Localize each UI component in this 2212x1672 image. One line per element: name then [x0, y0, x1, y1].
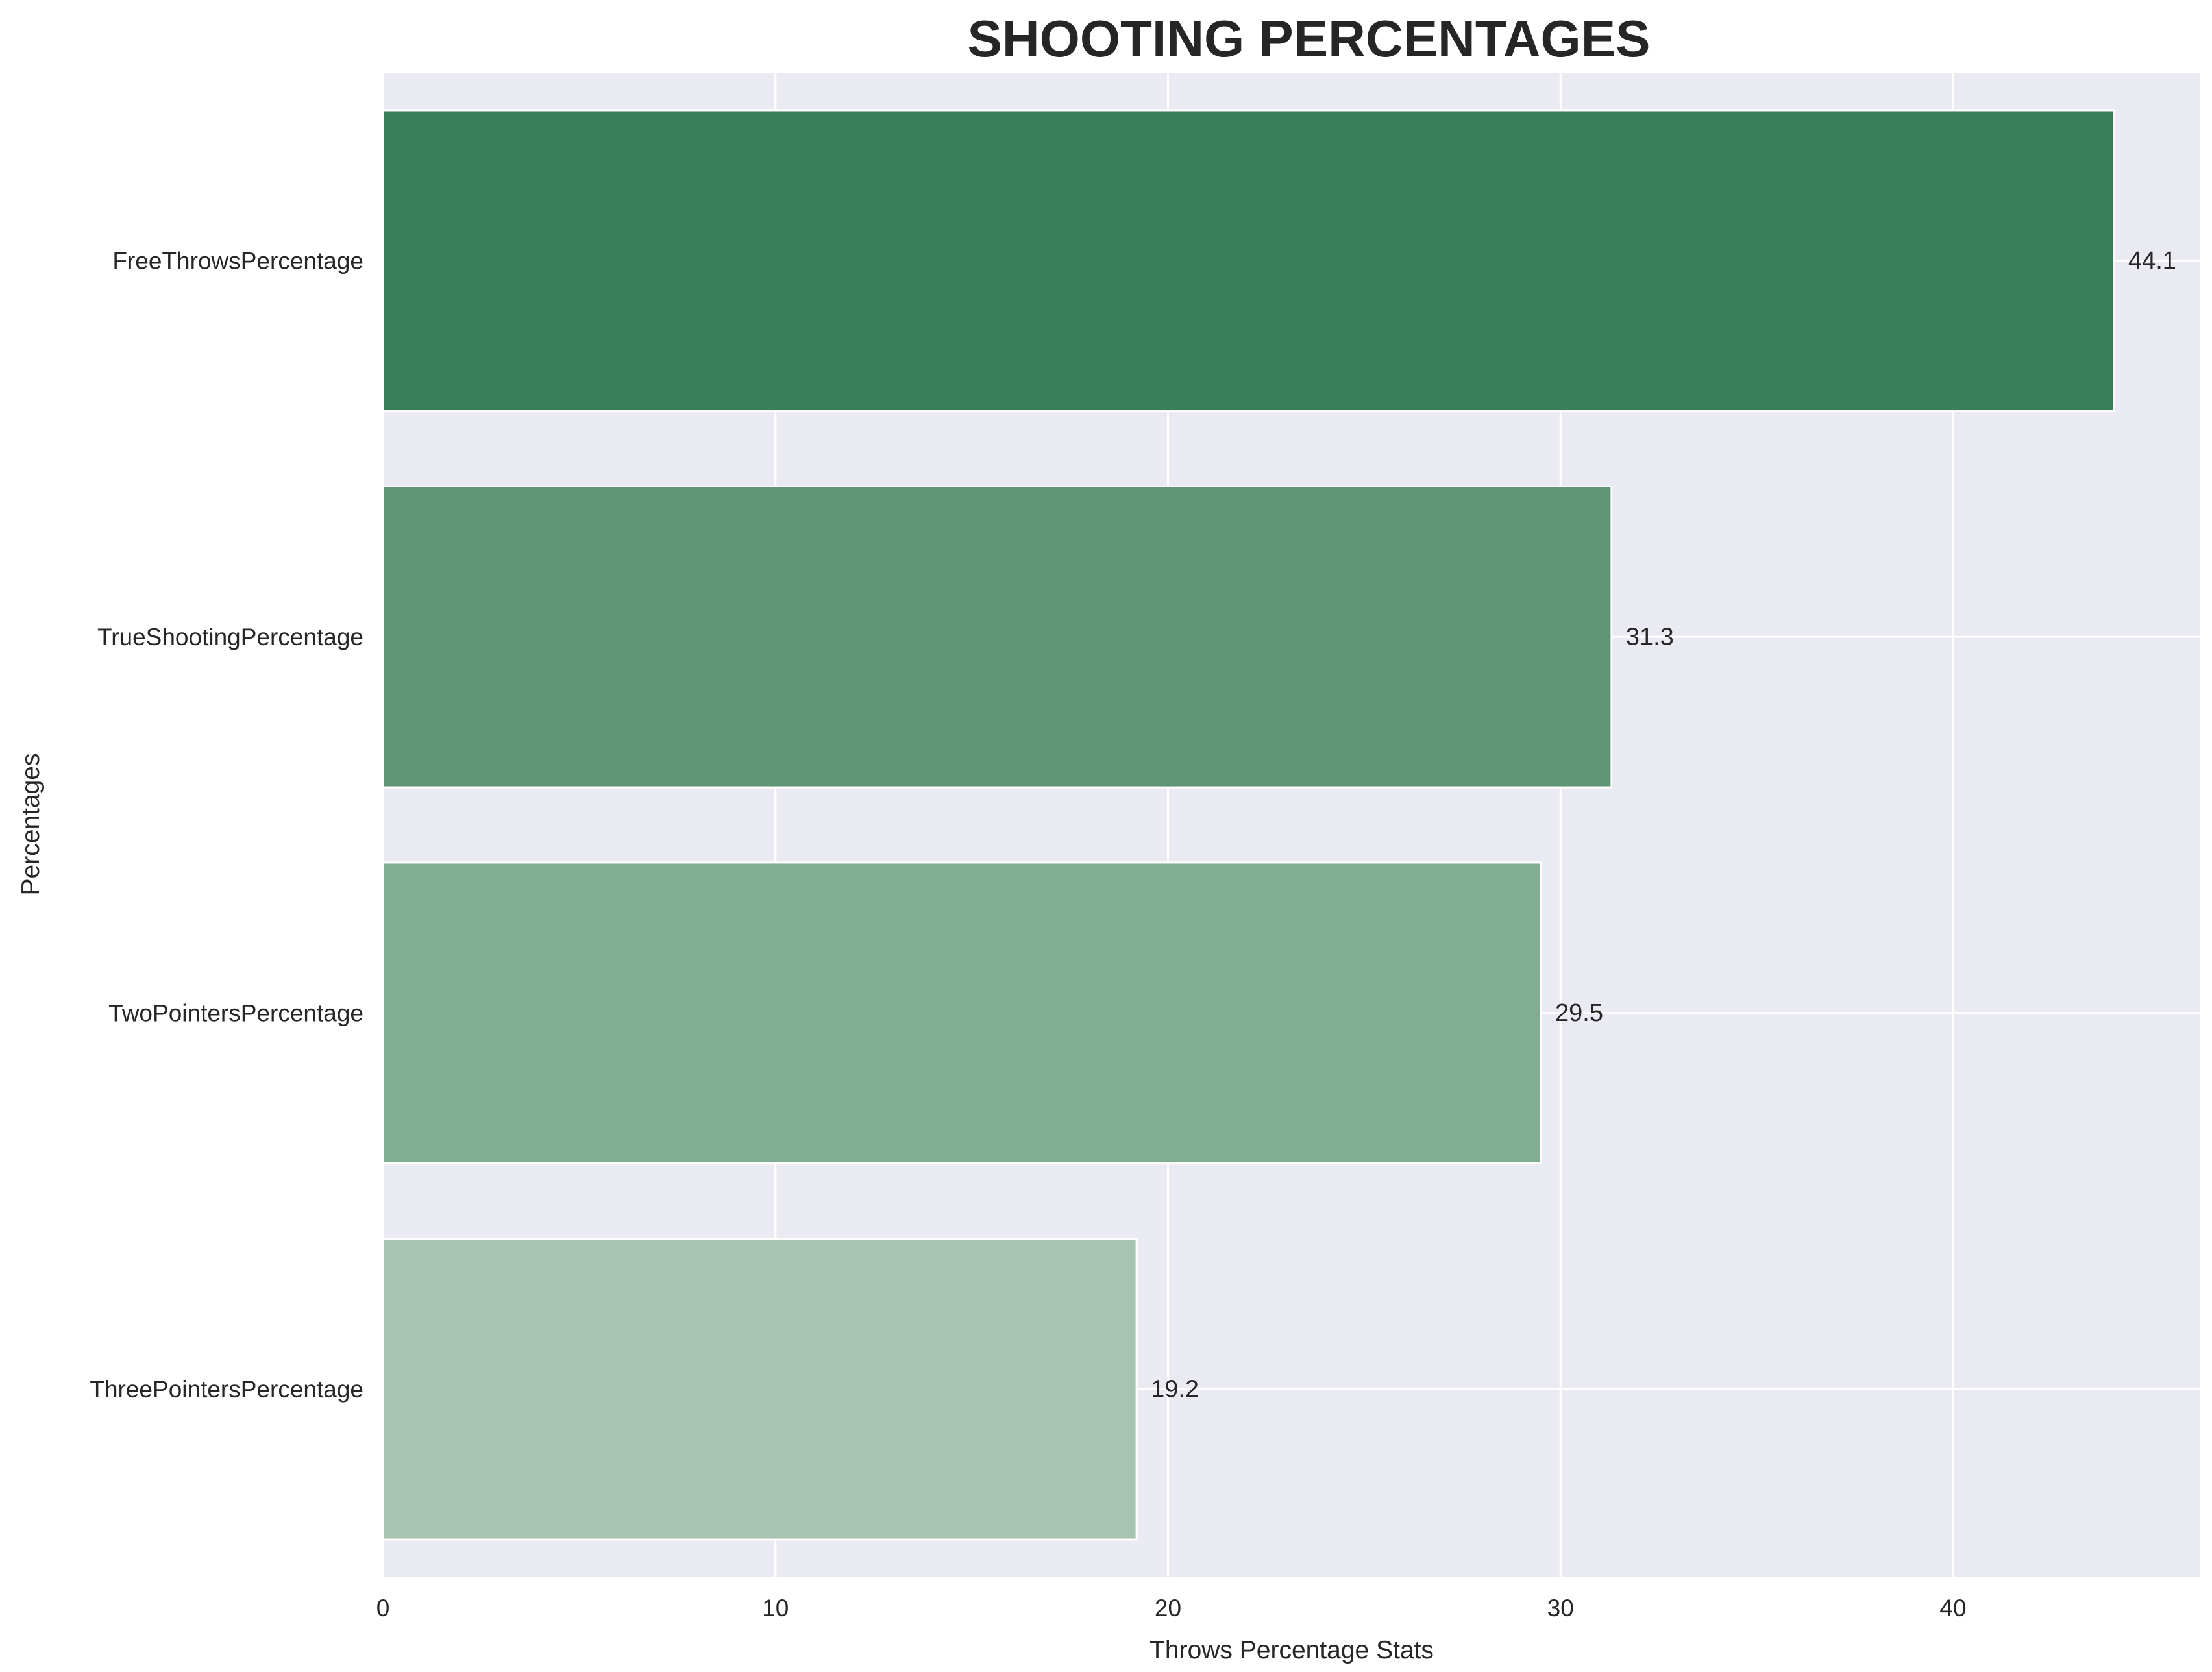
y-tick-label-2: TwoPointersPercentage [108, 1000, 363, 1026]
x-tick-label-3: 30 [1547, 1595, 1574, 1621]
y-axis-label: Percentages [17, 754, 45, 896]
bar-1 [382, 485, 1613, 789]
bars [382, 109, 2115, 1541]
x-tick-label-4: 40 [1939, 1595, 1966, 1621]
data-label-1: 31.3 [1626, 623, 1674, 650]
y-tick-label-0: FreeThrowsPercentage [112, 247, 363, 274]
bar-3 [382, 1237, 1138, 1541]
y-tick-labels: FreeThrowsPercentage TrueShootingPercenta… [90, 247, 363, 1403]
data-label-3: 19.2 [1151, 1375, 1199, 1403]
bar-0 [382, 109, 2115, 413]
x-axis-label: Throws Percentage Stats [1149, 1636, 1434, 1664]
data-labels: 44.1 31.3 29.5 19.2 [1151, 247, 2176, 1403]
x-tick-label-1: 10 [762, 1595, 789, 1621]
chart-title: SHOOTING PERCENTAGES [967, 10, 1651, 68]
x-tick-labels: 0 10 20 30 40 [376, 1595, 1967, 1621]
data-label-0: 44.1 [2128, 247, 2176, 275]
x-tick-label-0: 0 [376, 1595, 390, 1621]
bar-2 [382, 861, 1542, 1165]
data-label-2: 29.5 [1555, 1000, 1603, 1027]
y-tick-label-1: TrueShootingPercentage [97, 624, 363, 650]
y-tick-label-3: ThreePointersPercentage [90, 1376, 363, 1403]
x-tick-label-2: 20 [1155, 1595, 1181, 1621]
